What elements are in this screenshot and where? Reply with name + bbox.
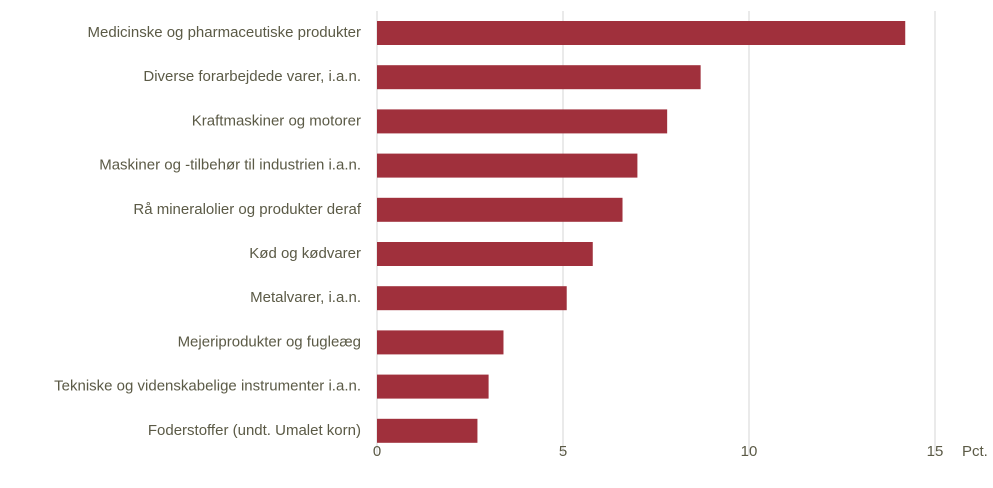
x-tick-label: 5 [559,443,567,460]
bar [377,197,623,222]
bar [377,418,478,443]
bar [377,286,567,311]
y-tick-label: Foderstoffer (undt. Umalet korn) [148,422,361,439]
x-tick-label: 0 [373,443,381,460]
y-tick-label: Kraftmaskiner og motorer [192,112,361,129]
y-tick-label: Kød og kødvarer [249,245,361,262]
y-tick-label: Diverse forarbejdede varer, i.a.n. [143,68,361,85]
bar [377,153,638,178]
bar [377,65,701,90]
bar [377,21,906,45]
x-tick-label: 10 [741,443,758,460]
x-tick-label: 15 [927,443,944,460]
y-tick-label: Rå mineralolier og produkter deraf [133,201,361,218]
y-tick-label: Medicinske og pharmaceutiske produkter [88,24,361,41]
y-tick-label: Mejeriprodukter og fugleæg [178,333,361,350]
x-axis-label: Pct. [962,443,988,460]
y-tick-label: Maskiner og -tilbehør til industrien i.a… [99,157,361,174]
bar [377,242,593,266]
bar [377,109,668,134]
y-tick-label: Tekniske og videnskabelige instrumenter … [54,378,361,395]
y-tick-label: Metalvarer, i.a.n. [250,289,361,306]
bar [377,374,489,399]
bar [377,330,504,355]
